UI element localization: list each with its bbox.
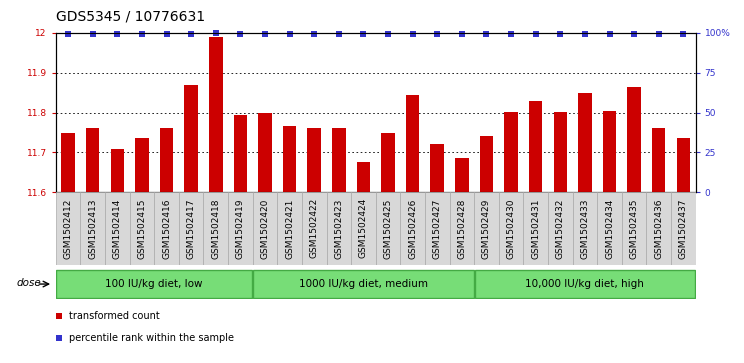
Bar (622, 192, 647, 265)
Bar (652, 128, 665, 192)
Bar (135, 138, 149, 192)
Bar (234, 115, 247, 192)
Bar (258, 113, 272, 192)
Bar (449, 192, 474, 265)
Bar (529, 101, 542, 192)
Text: GSM1502417: GSM1502417 (187, 198, 196, 259)
Bar (203, 192, 228, 265)
Text: GSM1502424: GSM1502424 (359, 198, 368, 258)
Text: 1000 IU/kg diet, medium: 1000 IU/kg diet, medium (299, 279, 428, 289)
FancyBboxPatch shape (475, 270, 695, 298)
Bar (185, 85, 198, 192)
Bar (307, 128, 321, 192)
Text: GSM1502425: GSM1502425 (383, 198, 393, 258)
Bar (86, 128, 100, 192)
Bar (573, 192, 597, 265)
Bar (603, 111, 616, 192)
Bar (154, 192, 179, 265)
Bar (523, 192, 548, 265)
Text: GSM1502436: GSM1502436 (654, 198, 663, 259)
Text: GSM1502433: GSM1502433 (580, 198, 589, 259)
Text: GSM1502432: GSM1502432 (556, 198, 565, 258)
Bar (425, 192, 449, 265)
Bar (228, 192, 253, 265)
Text: percentile rank within the sample: percentile rank within the sample (68, 333, 234, 343)
FancyBboxPatch shape (253, 270, 474, 298)
Text: GSM1502423: GSM1502423 (334, 198, 343, 258)
Bar (400, 192, 425, 265)
Bar (647, 192, 671, 265)
Bar (278, 192, 302, 265)
Bar (80, 192, 105, 265)
Bar (597, 192, 622, 265)
Bar (351, 192, 376, 265)
Text: GSM1502412: GSM1502412 (63, 198, 73, 258)
Text: GSM1502422: GSM1502422 (310, 198, 318, 258)
Text: GSM1502430: GSM1502430 (507, 198, 516, 259)
Bar (56, 192, 80, 265)
Bar (332, 128, 345, 192)
Text: GSM1502427: GSM1502427 (433, 198, 442, 258)
Text: GSM1502418: GSM1502418 (211, 198, 220, 259)
Text: GSM1502434: GSM1502434 (605, 198, 614, 258)
Text: GSM1502435: GSM1502435 (629, 198, 638, 259)
Text: GSM1502437: GSM1502437 (679, 198, 688, 259)
Text: GSM1502431: GSM1502431 (531, 198, 540, 259)
FancyBboxPatch shape (57, 270, 252, 298)
Bar (105, 192, 129, 265)
Text: 100 IU/kg diet, low: 100 IU/kg diet, low (106, 279, 203, 289)
Text: transformed count: transformed count (68, 311, 159, 321)
Bar (431, 144, 444, 192)
Bar (302, 192, 327, 265)
Text: GSM1502426: GSM1502426 (408, 198, 417, 258)
Bar (554, 112, 567, 192)
Bar (129, 192, 154, 265)
Bar (356, 162, 371, 192)
Text: GSM1502428: GSM1502428 (458, 198, 466, 258)
Text: GSM1502413: GSM1502413 (89, 198, 97, 259)
Text: GDS5345 / 10776631: GDS5345 / 10776631 (56, 9, 205, 24)
Bar (548, 192, 573, 265)
Bar (676, 138, 690, 192)
Text: GSM1502414: GSM1502414 (113, 198, 122, 258)
Text: GSM1502415: GSM1502415 (138, 198, 147, 259)
Bar (474, 192, 498, 265)
Bar (627, 87, 641, 192)
Bar (61, 133, 75, 192)
Bar (406, 95, 420, 192)
Bar (376, 192, 400, 265)
Bar (160, 128, 173, 192)
Text: dose: dose (16, 277, 42, 287)
Bar (111, 149, 124, 192)
Bar (480, 136, 493, 192)
Bar (455, 158, 469, 192)
Text: GSM1502420: GSM1502420 (260, 198, 269, 258)
Bar (253, 192, 278, 265)
Text: GSM1502421: GSM1502421 (285, 198, 294, 258)
Text: 10,000 IU/kg diet, high: 10,000 IU/kg diet, high (525, 279, 644, 289)
Bar (209, 37, 222, 192)
Bar (327, 192, 351, 265)
Bar (504, 112, 518, 192)
Bar (671, 192, 696, 265)
Text: GSM1502419: GSM1502419 (236, 198, 245, 259)
Bar (498, 192, 523, 265)
Bar (283, 126, 296, 192)
Bar (381, 133, 395, 192)
Text: GSM1502416: GSM1502416 (162, 198, 171, 259)
Text: GSM1502429: GSM1502429 (482, 198, 491, 258)
Bar (179, 192, 203, 265)
Bar (578, 93, 591, 192)
